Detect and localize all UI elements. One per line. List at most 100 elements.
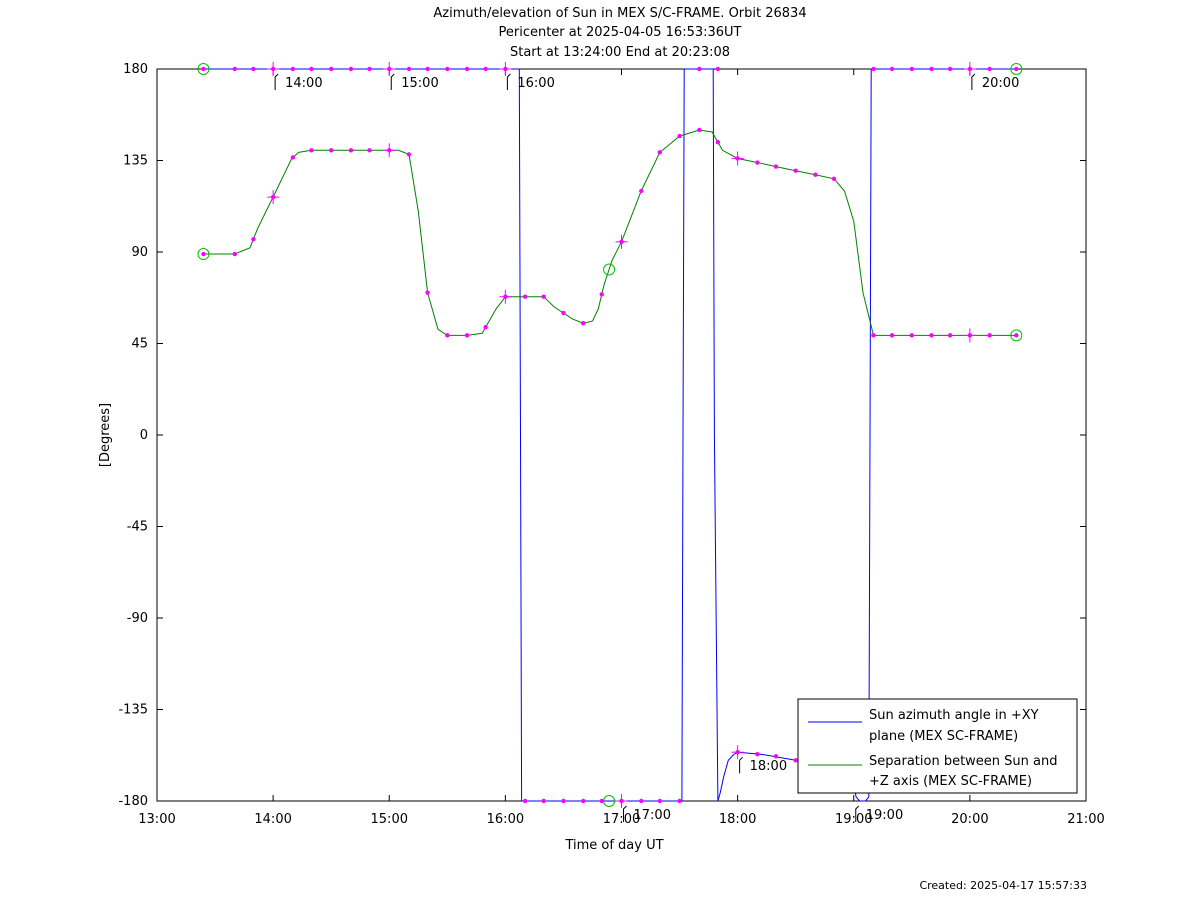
azimuth-marker	[328, 66, 334, 72]
hour-marker-arrow	[623, 805, 627, 822]
pericenter-marker-azimuth	[603, 795, 616, 807]
separation-marker	[522, 294, 528, 299]
data-markers	[197, 62, 1023, 808]
azimuth-marker	[425, 66, 430, 72]
y-tick-label: -90	[127, 611, 148, 626]
x-tick-label: 14:00	[254, 812, 291, 827]
azimuth-marker	[406, 66, 412, 72]
separation-marker	[947, 333, 953, 338]
y-tick-label: -45	[127, 520, 148, 535]
legend-entry-separation-line1: Separation between Sun and	[869, 754, 1057, 769]
separation-marker	[232, 251, 238, 257]
azimuth-marker	[657, 798, 663, 804]
x-tick-label: 16:00	[487, 812, 524, 827]
series-lines	[203, 68, 1017, 802]
separation-marker	[677, 133, 682, 139]
hour-marker-arrow	[274, 73, 279, 90]
separation-marker	[697, 127, 702, 133]
separation-marker	[715, 140, 721, 145]
azimuth-marker	[947, 66, 953, 72]
separation-marker	[813, 172, 818, 177]
separation-marker	[657, 150, 663, 155]
series-line-azimuth	[203, 68, 1017, 802]
separation-marker	[831, 176, 837, 181]
legend-box	[797, 698, 1078, 794]
y-tick-label: -135	[118, 703, 148, 718]
hour-marker-arrow	[390, 73, 395, 90]
hour-marker-arrow	[739, 756, 743, 774]
y-tick-label: 180	[123, 62, 148, 77]
x-tick-label: 17:00	[603, 812, 640, 827]
x-tick-label: 21:00	[1067, 812, 1104, 827]
hour-marker-label: 19:00	[866, 808, 903, 823]
azimuth-marker	[909, 66, 915, 72]
y-tick-label: 45	[131, 337, 148, 352]
end-marker-azimuth	[1010, 63, 1023, 75]
separation-marker	[871, 333, 876, 338]
separation-marker	[328, 148, 334, 153]
separation-marker	[889, 333, 895, 338]
separation-marker	[425, 290, 430, 295]
y-tick-label: 0	[140, 428, 148, 443]
plot-frame	[156, 68, 1087, 802]
separation-marker	[290, 155, 296, 160]
azimuth-marker	[445, 66, 450, 72]
separation-marker	[639, 188, 644, 194]
y-axis-label: [Degrees]	[98, 403, 113, 467]
separation-marker	[755, 160, 760, 165]
azimuth-marker	[483, 66, 488, 72]
separation-marker	[309, 148, 314, 153]
hour-marker-label: 15:00	[401, 76, 438, 91]
azimuth-marker	[639, 798, 644, 804]
hour-marker-label: 16:00	[517, 76, 554, 91]
hour-marker-arrow	[855, 805, 860, 822]
separation-marker	[929, 333, 934, 338]
chart-title-line-1: Azimuth/elevation of Sun in MEX S/C-FRAM…	[433, 6, 806, 21]
azimuth-marker	[251, 66, 256, 72]
azimuth-marker	[677, 798, 682, 804]
azimuth-marker	[201, 66, 206, 72]
pericenter-marker-separation	[603, 263, 616, 276]
separation-marker	[909, 333, 915, 338]
x-tick-label: 13:00	[138, 812, 175, 827]
azimuth-marker	[929, 66, 934, 72]
azimuth-marker	[367, 66, 372, 72]
separation-marker	[561, 310, 566, 316]
hour-marker-arrow	[506, 73, 511, 90]
azimuth-marker	[309, 66, 314, 72]
x-axis-label: Time of day UT	[564, 838, 663, 853]
azimuth-marker	[464, 66, 470, 72]
separation-marker	[201, 251, 206, 257]
separation-marker	[406, 152, 412, 157]
hour-marker-label: 14:00	[285, 76, 322, 91]
axis-ticks: 13:00 14:00 15:00 16:00 17:00 18:00 19:00 20:00…	[118, 62, 1104, 827]
hour-marker-label: 20:00	[982, 76, 1019, 91]
azimuth-marker	[541, 798, 546, 804]
created-timestamp: Created: 2025-04-17 15:57:33	[919, 879, 1087, 892]
azimuth-marker	[1014, 66, 1019, 72]
hour-marker-arrow	[971, 73, 976, 90]
x-tick-label: 19:00	[835, 812, 872, 827]
start-marker-azimuth	[197, 63, 210, 75]
chart-title-line-2: Pericenter at 2025-04-05 16:53:36UT	[498, 25, 741, 40]
azimuth-marker	[522, 798, 528, 804]
separation-marker	[251, 237, 256, 242]
separation-marker	[348, 148, 354, 153]
azimuth-marker	[889, 66, 895, 72]
y-tick-label: -180	[118, 794, 148, 809]
separation-marker	[599, 292, 604, 297]
separation-marker	[773, 164, 779, 169]
chart-title-group: Azimuth/elevation of Sun in MEX S/C-FRAM…	[433, 6, 806, 60]
azimuth-marker	[773, 754, 779, 759]
legend: Sun azimuth angle in +XY plane (MEX SC-F…	[797, 698, 1078, 794]
separation-marker	[483, 325, 488, 330]
hour-marker-label: 17:00	[634, 808, 671, 823]
y-tick-label: 90	[131, 245, 148, 260]
azimuth-marker	[871, 66, 876, 72]
azimuth-marker	[290, 66, 296, 72]
azimuth-marker	[755, 752, 760, 757]
y-tick-label: 135	[123, 154, 148, 169]
separation-marker	[367, 148, 372, 153]
azimuth-marker	[987, 66, 992, 72]
